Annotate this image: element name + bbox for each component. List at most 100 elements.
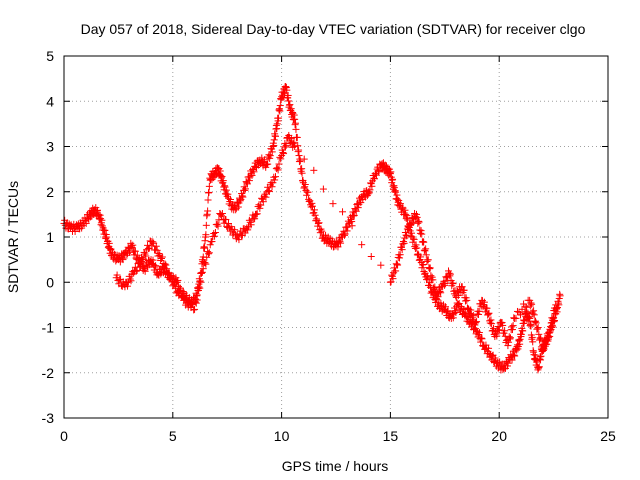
- x-tick-label: 5: [169, 428, 177, 444]
- data-point-interp: [410, 235, 418, 243]
- data-point-interp: [319, 185, 327, 193]
- data-point: [426, 265, 434, 273]
- data-point-interp: [265, 187, 273, 195]
- data-point-interp: [508, 356, 516, 364]
- data-point-interp: [311, 211, 319, 219]
- data-point-interp: [329, 200, 337, 208]
- data-point-interp: [546, 325, 554, 333]
- data-point-interp: [495, 326, 503, 334]
- data-point-interp: [511, 352, 519, 360]
- data-point-interp: [398, 246, 406, 254]
- data-point-interp: [417, 227, 425, 235]
- data-point-interp: [137, 259, 145, 267]
- data-point-interp: [377, 261, 385, 269]
- data-point-interp: [485, 309, 493, 317]
- data-point-interp: [198, 269, 206, 277]
- data-point-interp: [310, 206, 318, 214]
- y-tick-label: 3: [46, 139, 54, 155]
- data-point-interp: [234, 203, 242, 211]
- data-point-interp: [167, 271, 175, 279]
- data-point-interp: [206, 241, 214, 249]
- data-point-interp: [419, 260, 427, 268]
- data-point-interp: [551, 307, 559, 315]
- data-point-interp: [264, 160, 272, 168]
- data-point-interp: [530, 307, 538, 315]
- data-point: [127, 242, 135, 250]
- data-point-interp: [448, 279, 456, 287]
- data-point-interp: [308, 202, 316, 210]
- data-point-interp: [136, 263, 144, 271]
- data-point-interp: [429, 276, 437, 284]
- y-tick-label: 2: [46, 184, 54, 200]
- data-point-interp: [449, 280, 457, 288]
- data-point-interp: [483, 304, 491, 312]
- data-point-interp: [354, 200, 362, 208]
- data-points: [60, 83, 564, 374]
- data-point: [504, 342, 512, 350]
- data-point: [393, 260, 401, 268]
- data-point-interp: [358, 241, 366, 249]
- data-point-interp: [371, 175, 379, 183]
- data-point-interp: [107, 245, 115, 253]
- data-point-interp: [431, 283, 439, 291]
- data-point-interp: [480, 298, 488, 306]
- data-point-interp: [262, 193, 270, 201]
- data-point-interp: [247, 221, 255, 229]
- data-point-interp: [348, 222, 356, 230]
- data-point-interp: [452, 308, 460, 316]
- data-point-interp: [280, 150, 288, 158]
- data-point-interp: [163, 268, 171, 276]
- data-point-interp: [420, 246, 428, 254]
- data-point-interp: [127, 277, 135, 285]
- x-tick-label: 15: [383, 428, 399, 444]
- data-point-interp: [529, 338, 537, 346]
- data-point-interp: [367, 252, 375, 260]
- x-axis-label: GPS time / hours: [282, 458, 389, 474]
- data-point-interp: [279, 149, 287, 157]
- data-point-interp: [544, 332, 552, 340]
- y-tick-label: -1: [42, 320, 55, 336]
- data-point-interp: [477, 334, 485, 342]
- data-point-interp: [158, 253, 166, 261]
- data-point-interp: [415, 218, 423, 226]
- data-point: [406, 219, 414, 227]
- data-point-interp: [149, 238, 157, 246]
- data-point-interp: [195, 283, 203, 291]
- data-point: [413, 210, 421, 218]
- data-point-interp: [151, 263, 159, 271]
- data-point-interp: [171, 284, 179, 292]
- data-point-interp: [282, 141, 290, 149]
- data-point-interp: [350, 212, 358, 220]
- data-point-interp: [276, 102, 284, 110]
- data-point-interp: [403, 212, 411, 220]
- data-point-interp: [461, 297, 469, 305]
- data-point-interp: [132, 267, 140, 275]
- data-point-interp: [192, 299, 200, 307]
- data-point-interp: [211, 228, 219, 236]
- data-point-interp: [265, 187, 273, 195]
- data-point-interp: [542, 340, 550, 348]
- data-point-interp: [161, 260, 169, 268]
- data-point-interp: [443, 273, 451, 281]
- data-point-interp: [303, 191, 311, 199]
- data-point-interp: [287, 134, 295, 142]
- data-point-interp: [509, 322, 517, 330]
- data-point-interp: [241, 185, 249, 193]
- data-point-interp: [531, 318, 539, 326]
- data-point-interp: [340, 231, 348, 239]
- data-point-interp: [213, 220, 221, 228]
- data-point-interp: [510, 351, 518, 359]
- data-point-interp: [414, 217, 422, 225]
- data-point-interp: [434, 293, 442, 301]
- y-tick-label: 1: [46, 229, 54, 245]
- data-point-interp: [235, 236, 243, 244]
- data-point-interp: [526, 302, 534, 310]
- data-point: [556, 292, 564, 300]
- data-point-interp: [508, 326, 516, 334]
- data-point-interp: [201, 244, 209, 252]
- data-point-interp: [219, 177, 227, 185]
- data-point-interp: [251, 215, 259, 223]
- data-point-interp: [193, 296, 201, 304]
- data-point-interp: [494, 323, 502, 331]
- data-point-interp: [463, 296, 471, 304]
